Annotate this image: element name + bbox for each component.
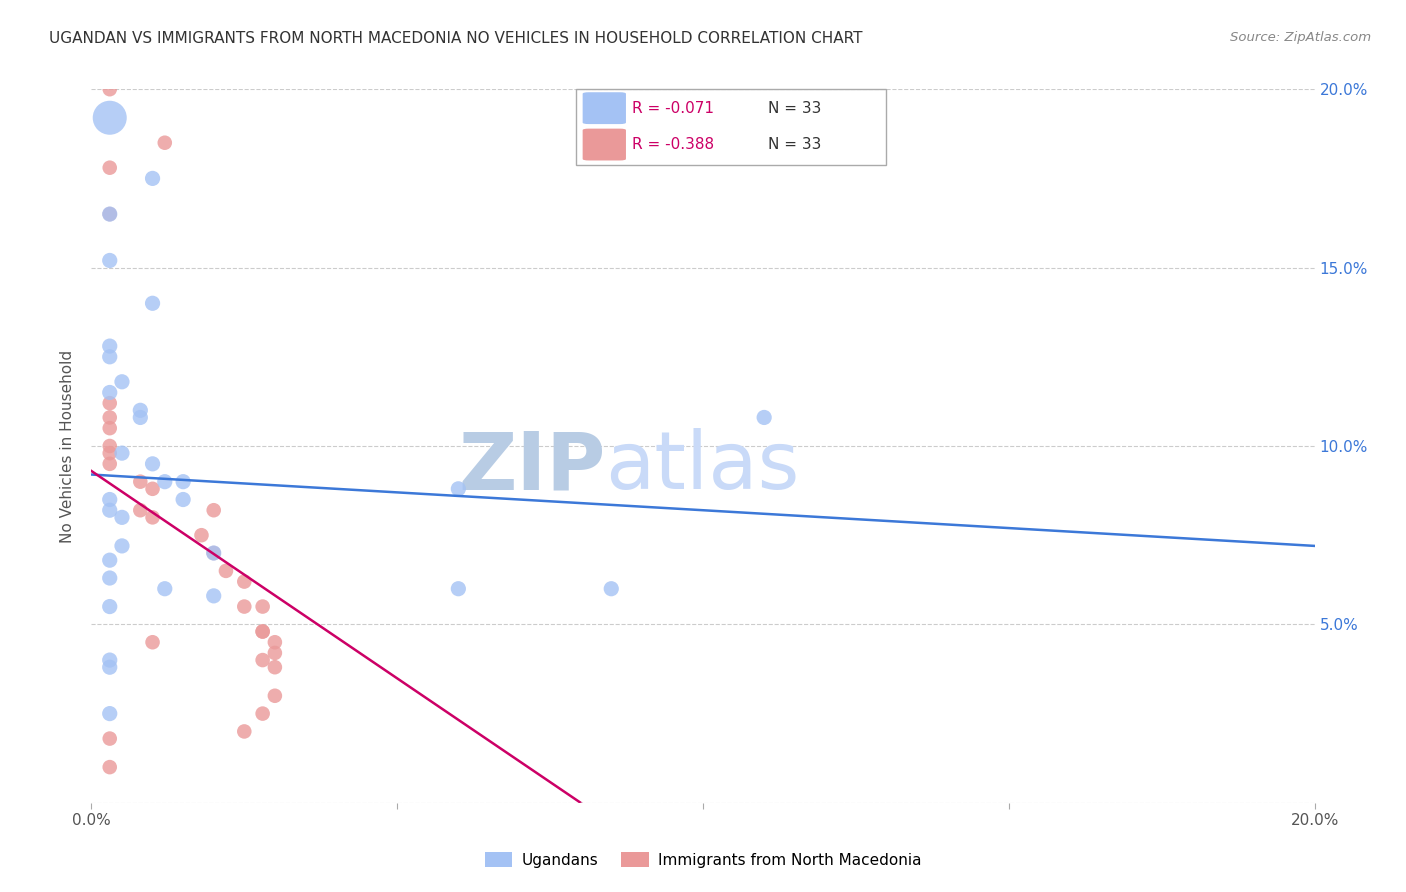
Point	[264, 646, 287, 660]
Point	[264, 635, 287, 649]
Text: R = -0.071: R = -0.071	[633, 101, 714, 116]
Point	[98, 760, 121, 774]
Text: Source: ZipAtlas.com: Source: ZipAtlas.com	[1230, 31, 1371, 45]
Point	[233, 724, 256, 739]
Point	[202, 546, 225, 560]
Point	[129, 410, 152, 425]
Point	[98, 660, 121, 674]
Point	[153, 136, 176, 150]
Point	[98, 439, 121, 453]
Point	[111, 446, 134, 460]
Text: N = 33: N = 33	[768, 101, 821, 116]
Point	[233, 574, 256, 589]
Point	[98, 253, 121, 268]
Point	[141, 510, 163, 524]
Point	[190, 528, 212, 542]
Text: N = 33: N = 33	[768, 137, 821, 152]
Text: ZIP: ZIP	[458, 428, 605, 507]
Point	[98, 207, 121, 221]
Point	[98, 350, 121, 364]
Point	[141, 482, 163, 496]
Point	[98, 653, 121, 667]
Point	[153, 475, 176, 489]
Point	[252, 599, 274, 614]
Point	[111, 375, 134, 389]
Point	[111, 510, 134, 524]
Point	[98, 410, 121, 425]
Point	[98, 457, 121, 471]
Point	[600, 582, 623, 596]
Point	[264, 689, 287, 703]
Point	[98, 553, 121, 567]
FancyBboxPatch shape	[582, 92, 626, 124]
Point	[98, 571, 121, 585]
Point	[264, 660, 287, 674]
Point	[202, 589, 225, 603]
FancyBboxPatch shape	[582, 128, 626, 161]
Point	[98, 339, 121, 353]
Point	[98, 492, 121, 507]
Point	[215, 564, 238, 578]
Point	[98, 446, 121, 460]
Point	[98, 207, 121, 221]
Text: atlas: atlas	[605, 428, 800, 507]
Point	[141, 296, 163, 310]
Point	[153, 582, 176, 596]
Point	[98, 421, 121, 435]
Point	[252, 706, 274, 721]
Point	[252, 624, 274, 639]
Point	[202, 546, 225, 560]
Point	[252, 624, 274, 639]
Point	[98, 396, 121, 410]
Point	[98, 111, 121, 125]
Point	[98, 82, 121, 96]
Point	[141, 457, 163, 471]
Point	[129, 403, 152, 417]
Point	[447, 482, 470, 496]
Point	[172, 475, 194, 489]
Point	[447, 582, 470, 596]
Point	[233, 599, 256, 614]
Point	[98, 161, 121, 175]
Point	[141, 171, 163, 186]
Point	[98, 731, 121, 746]
Point	[98, 706, 121, 721]
Point	[129, 503, 152, 517]
Text: UGANDAN VS IMMIGRANTS FROM NORTH MACEDONIA NO VEHICLES IN HOUSEHOLD CORRELATION : UGANDAN VS IMMIGRANTS FROM NORTH MACEDON…	[49, 31, 863, 46]
Text: R = -0.388: R = -0.388	[633, 137, 714, 152]
Point	[98, 385, 121, 400]
Y-axis label: No Vehicles in Household: No Vehicles in Household	[60, 350, 76, 542]
Point	[98, 599, 121, 614]
Point	[129, 475, 152, 489]
Point	[754, 410, 776, 425]
Point	[98, 503, 121, 517]
Legend: Ugandans, Immigrants from North Macedonia: Ugandans, Immigrants from North Macedoni…	[478, 846, 928, 873]
Point	[111, 539, 134, 553]
Point	[252, 653, 274, 667]
Point	[172, 492, 194, 507]
Point	[202, 503, 225, 517]
Point	[141, 635, 163, 649]
